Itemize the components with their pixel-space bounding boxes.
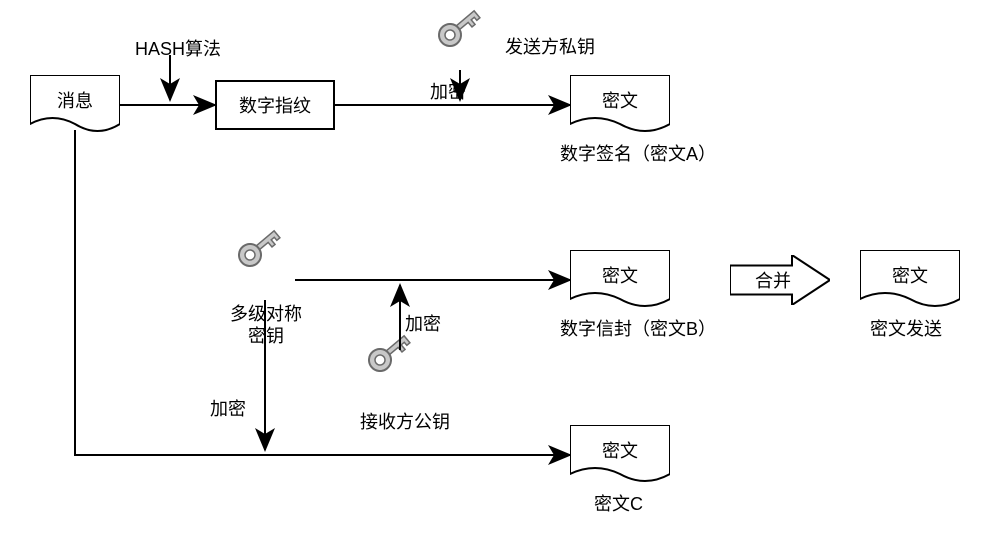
key-icon-recvPub — [365, 330, 414, 376]
node-cipherC-text: 密文 — [602, 437, 638, 463]
node-cipherB: 密文 — [570, 250, 670, 305]
label-cipherA_cap: 数字签名（密文A） — [560, 140, 716, 166]
label-encrypt1: 加密 — [430, 78, 466, 104]
node-cipherA: 密文 — [570, 75, 670, 130]
label-cipherB_cap: 数字信封（密文B） — [560, 315, 716, 341]
node-message: 消息 — [30, 75, 120, 130]
node-cipherA-text: 密文 — [602, 87, 638, 113]
label-cipherC_cap: 密文C — [594, 490, 643, 516]
label-recvPub: 接收方公钥 — [360, 408, 450, 434]
node-cipherSend-text: 密文 — [892, 262, 928, 288]
label-hash: HASH算法 — [135, 35, 221, 61]
label-senderPriv: 发送方私钥 — [505, 33, 595, 59]
edge — [75, 130, 570, 455]
key-icon-multiSym — [235, 225, 284, 271]
node-message-text: 消息 — [57, 87, 93, 113]
node-fingerprint: 数字指纹 — [215, 80, 335, 130]
node-fingerprint-text: 数字指纹 — [239, 92, 311, 118]
node-mergeArrow-text: 合并 — [755, 267, 791, 293]
label-encrypt3: 加密 — [210, 395, 246, 421]
label-multiSym2: 密钥 — [248, 322, 284, 348]
node-cipherSend: 密文 — [860, 250, 960, 305]
node-mergeArrow: 合并 — [730, 255, 830, 305]
node-cipherC: 密文 — [570, 425, 670, 480]
node-cipherB-text: 密文 — [602, 262, 638, 288]
key-icon-senderPriv — [435, 5, 484, 51]
label-cipherSend_cap: 密文发送 — [870, 315, 942, 341]
label-encrypt2: 加密 — [405, 310, 441, 336]
